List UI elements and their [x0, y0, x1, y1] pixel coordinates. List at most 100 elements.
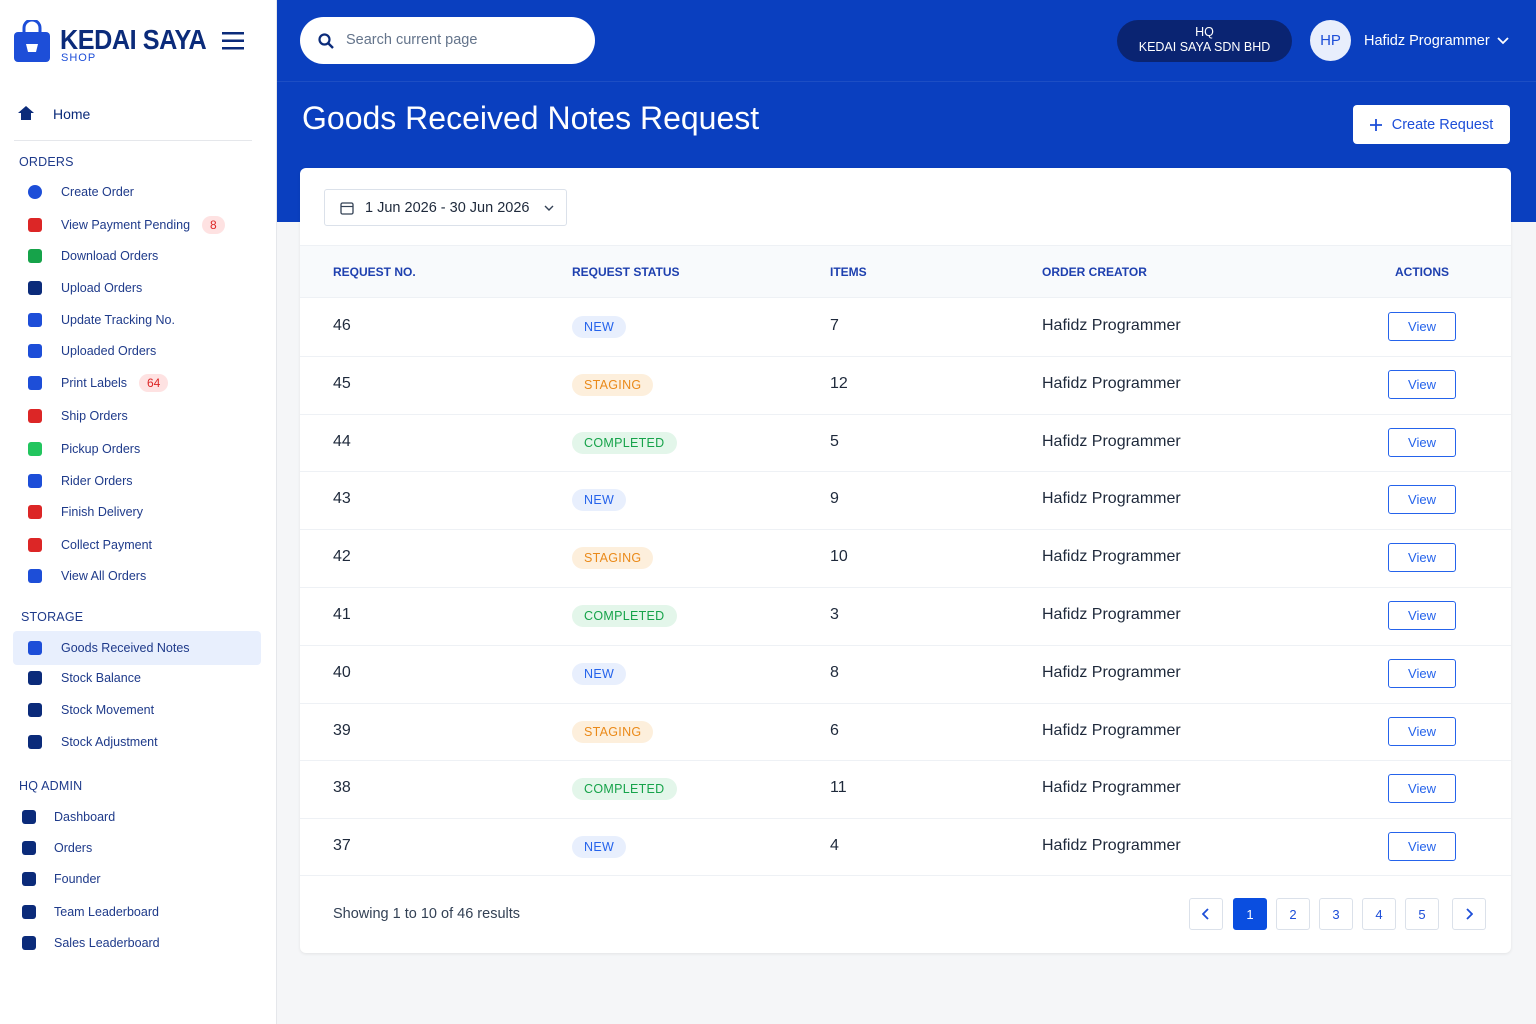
nav-link[interactable]: Stock Balance: [61, 671, 141, 685]
nav-icon: [28, 281, 42, 295]
date-picker[interactable]: 1 Jun 2026 - 30 Jun 2026: [324, 189, 567, 226]
nav-link[interactable]: Rider Orders: [61, 474, 133, 488]
nav-link[interactable]: Dashboard: [54, 810, 116, 824]
items-count: 10: [830, 548, 848, 566]
calendar-icon: [340, 202, 354, 215]
nav-icon: [28, 442, 42, 456]
status-pill: NEW: [572, 489, 627, 512]
nav-link[interactable]: Finish Delivery: [61, 505, 143, 519]
items-count: 12: [830, 374, 848, 392]
view-button[interactable]: View: [1388, 832, 1456, 862]
page-button[interactable]: 3: [1319, 898, 1353, 930]
row-divider: [300, 760, 1511, 762]
next-page[interactable]: [1452, 898, 1486, 930]
nav-icon: [28, 474, 42, 488]
order-creator: Hafidz Programmer: [1042, 490, 1181, 508]
active-highlight: [13, 631, 261, 665]
home-icon: [18, 106, 34, 120]
view-button[interactable]: View: [1388, 485, 1456, 515]
nav-link[interactable]: Download Orders: [61, 249, 159, 263]
nav-icon: [28, 344, 42, 358]
nav-link[interactable]: Sales Leaderboard: [54, 936, 160, 950]
view-button[interactable]: View: [1388, 600, 1456, 630]
user-name[interactable]: Hafidz Programmer: [1364, 33, 1490, 49]
nav-link[interactable]: Ship Orders: [61, 409, 128, 423]
chevron-down: [544, 205, 554, 211]
items-count: 3: [830, 605, 839, 623]
nav-icon: [28, 376, 42, 390]
menu-toggle[interactable]: [222, 32, 244, 50]
nav-link[interactable]: View All Orders: [61, 569, 147, 583]
date-range: 1 Jun 2026 - 30 Jun 2026: [365, 200, 530, 216]
divider: [14, 140, 252, 141]
order-creator: Hafidz Programmer: [1042, 316, 1181, 334]
chevron-right: [1466, 908, 1473, 920]
org-line: HQ: [1195, 25, 1214, 39]
nav-link[interactable]: Team Leaderboard: [54, 905, 159, 919]
nav-icon: [22, 872, 36, 886]
nav-link[interactable]: View Payment Pending: [61, 218, 191, 232]
nav-icon: [28, 671, 42, 685]
nav-icon: [28, 185, 42, 199]
view-button[interactable]: View: [1388, 311, 1456, 341]
nav-link[interactable]: Stock Movement: [61, 703, 155, 717]
row-divider: [300, 818, 1511, 820]
results-summary: Showing 1 to 10 of 46 results: [333, 906, 521, 922]
page-button[interactable]: 2: [1276, 898, 1310, 930]
view-button[interactable]: View: [1388, 427, 1456, 457]
nav-link[interactable]: Goods Received Notes: [61, 641, 190, 655]
items-count: 9: [830, 490, 839, 508]
status-pill: COMPLETED: [572, 431, 677, 454]
column-header: ACTIONS: [1395, 265, 1449, 279]
items-count: 7: [830, 316, 839, 334]
home-link[interactable]: Home: [53, 106, 91, 122]
sidebar: KEDAI SAYA SHOP Home ORDERS Create Order V…: [0, 0, 277, 1024]
nav-link[interactable]: Update Tracking No.: [61, 313, 175, 327]
nav-icon: [28, 703, 42, 717]
nav-link[interactable]: Print Labels: [61, 376, 128, 390]
order-creator: Hafidz Programmer: [1042, 374, 1181, 392]
status-pill: NEW: [572, 315, 627, 338]
row-divider: [300, 471, 1511, 473]
view-button[interactable]: View: [1388, 774, 1456, 804]
nav-link[interactable]: Founder: [54, 872, 101, 886]
create-button[interactable]: Create Request: [1353, 105, 1510, 144]
items-count: 4: [830, 837, 839, 855]
row-divider: [300, 529, 1511, 531]
page-button[interactable]: 5: [1405, 898, 1439, 930]
view-button[interactable]: View: [1388, 658, 1456, 688]
prev-page[interactable]: [1189, 898, 1223, 930]
view-button[interactable]: View: [1388, 716, 1456, 746]
order-creator: Hafidz Programmer: [1042, 837, 1181, 855]
nav-link[interactable]: Collect Payment: [61, 538, 153, 552]
nav-icon: [22, 936, 36, 950]
column-header: ORDER CREATOR: [1042, 265, 1147, 279]
search-box[interactable]: Search current page: [300, 17, 595, 64]
page-button[interactable]: 1: [1233, 898, 1267, 930]
org-switcher[interactable]: HQ KEDAI SAYA SDN BHD: [1117, 20, 1292, 62]
page-title: Goods Received Notes Request: [302, 100, 760, 136]
nav-link[interactable]: Create Order: [61, 185, 134, 199]
nav-icon: [22, 841, 36, 855]
nav-icon: [22, 810, 36, 824]
nav-link[interactable]: Pickup Orders: [61, 442, 141, 456]
request-no: 38: [333, 779, 351, 797]
org-name: KEDAI SAYA SDN BHD: [1138, 40, 1271, 54]
nav-link[interactable]: Upload Orders: [61, 281, 143, 295]
plus-icon: [1369, 118, 1382, 131]
nav-link[interactable]: Orders: [54, 841, 93, 855]
column-header: REQUEST STATUS: [572, 265, 680, 279]
page-button[interactable]: 4: [1362, 898, 1396, 930]
request-no: 41: [333, 605, 351, 623]
logo-icon: [14, 20, 50, 62]
request-no: 45: [333, 374, 351, 392]
nav-icon: [28, 249, 42, 263]
view-button[interactable]: View: [1388, 369, 1456, 399]
nav-link[interactable]: Uploaded Orders: [61, 344, 157, 358]
view-button[interactable]: View: [1388, 543, 1456, 573]
avatar[interactable]: HP: [1310, 20, 1351, 61]
status-pill: STAGING: [572, 720, 654, 743]
nav-link[interactable]: Stock Adjustment: [61, 735, 158, 749]
row-divider: [300, 702, 1511, 704]
